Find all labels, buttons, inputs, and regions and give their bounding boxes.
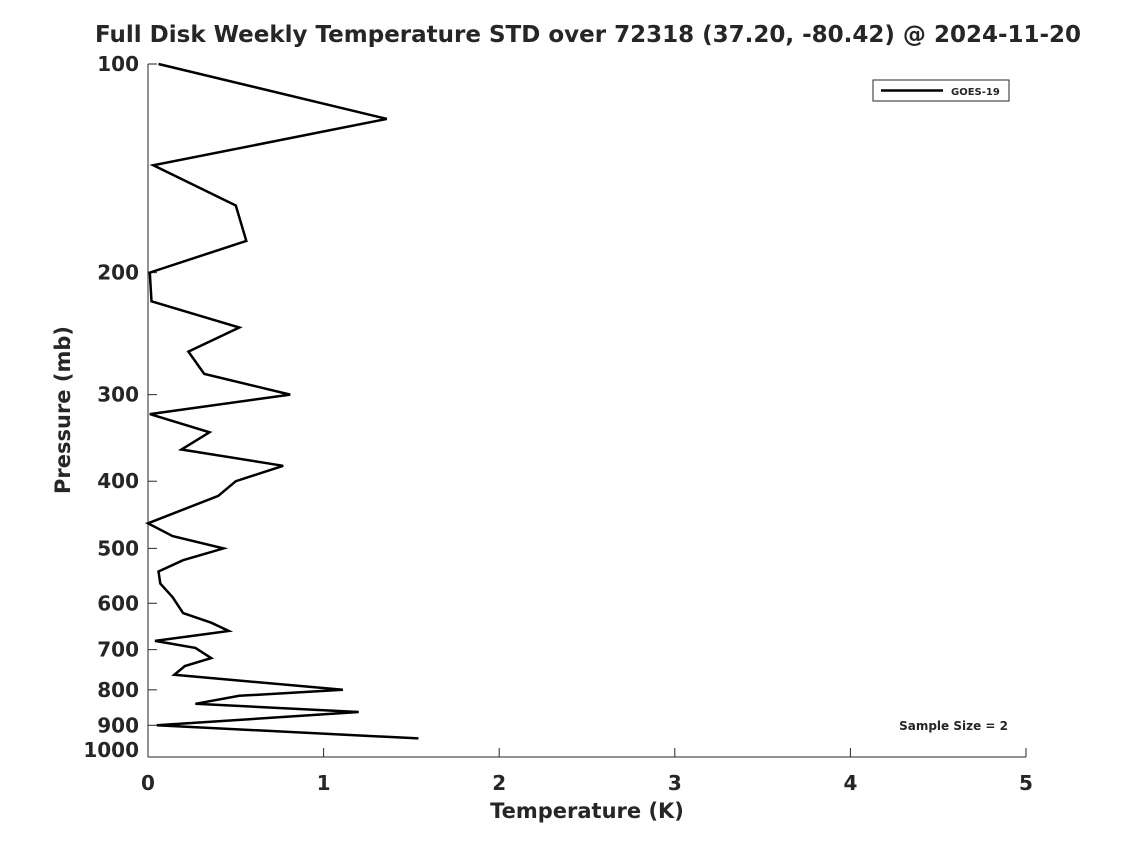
sample-size-annotation: Sample Size = 2 xyxy=(899,719,1008,733)
chart-title: Full Disk Weekly Temperature STD over 72… xyxy=(95,22,1081,48)
legend-label-goes-19: GOES-19 xyxy=(951,87,1000,98)
y-tick-label: 100 xyxy=(97,52,139,76)
y-tick-label: 400 xyxy=(97,469,139,493)
series-line-goes-19 xyxy=(144,62,419,740)
y-tick-label: 500 xyxy=(97,536,139,560)
y-tick-label: 700 xyxy=(97,638,139,662)
x-tick-label: 3 xyxy=(668,771,682,795)
y-axis-label: Pressure (mb) xyxy=(51,326,75,494)
series-group xyxy=(144,62,419,740)
x-tick-label: 0 xyxy=(141,771,155,795)
y-tick-label: 200 xyxy=(97,261,139,285)
legend: GOES-19 xyxy=(872,79,1010,102)
x-tick-label: 1 xyxy=(317,771,331,795)
x-tick-label: 2 xyxy=(492,771,506,795)
y-tick-label: 900 xyxy=(97,713,139,737)
x-axis-label: Temperature (K) xyxy=(490,799,684,823)
x-tick-label: 4 xyxy=(843,771,857,795)
y-tick-label: 1000 xyxy=(83,738,139,762)
y-tick-label: 300 xyxy=(97,383,139,407)
y-tick-label: 800 xyxy=(97,678,139,702)
y-tick-label: 600 xyxy=(97,591,139,615)
x-tick-label: 5 xyxy=(1019,771,1033,795)
